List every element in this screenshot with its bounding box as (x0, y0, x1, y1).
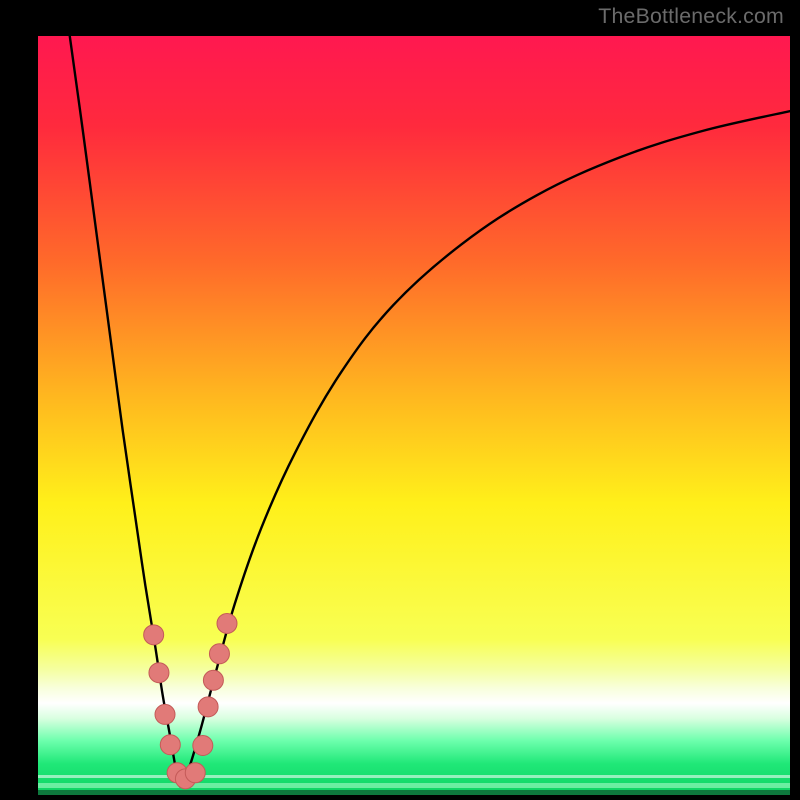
watermark-text: TheBottleneck.com (598, 4, 784, 29)
data-marker (198, 697, 218, 717)
data-marker (155, 704, 175, 724)
plot-svg (38, 36, 794, 794)
data-marker (203, 670, 223, 690)
data-marker (217, 613, 237, 633)
data-marker (185, 763, 205, 783)
curve-right (180, 110, 794, 786)
data-marker (149, 663, 169, 683)
data-marker (160, 735, 180, 755)
data-marker (209, 644, 229, 664)
data-marker (193, 735, 213, 755)
data-marker (144, 625, 164, 645)
chart-root: { "canvas": { "width": 800, "height": 80… (0, 0, 800, 800)
plot-frame (36, 34, 792, 792)
